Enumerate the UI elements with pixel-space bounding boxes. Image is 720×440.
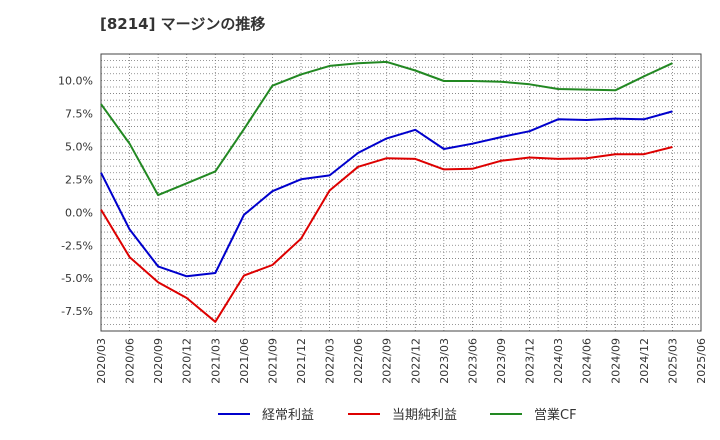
legend-label-ordinary-profit: 経常利益 [262, 408, 314, 423]
y-tick-label: 5.0% [65, 140, 93, 153]
plot-frame [100, 53, 702, 332]
chart-title: [8214] マージンの推移 [100, 15, 266, 33]
y-tick-label: 2.5% [65, 173, 93, 186]
series-line-ordinary-profit [100, 110, 673, 278]
y-tick-label: -5.0% [61, 272, 93, 285]
legend-label-operating-cf: 営業CF [534, 407, 577, 423]
x-tick-label: 2020/06 [124, 338, 137, 384]
x-tick-label: 2020/03 [95, 338, 108, 384]
x-tick-label: 2022/09 [381, 338, 394, 384]
y-tick-label: -7.5% [61, 305, 93, 318]
x-tick-label: 2023/09 [495, 338, 508, 384]
x-axis-ticks: 2020/03 2020/06 2020/09 2020/12 2021/03 2021/… [95, 338, 708, 384]
y-axis-ticks: 10.0% 7.5% 5.0% 2.5% 0.0% -2.5% -5.0% -7.5% [58, 74, 93, 318]
x-tick-label: 2025/06 [695, 338, 708, 384]
x-tick-label: 2023/06 [466, 338, 479, 384]
x-tick-label: 2021/12 [295, 338, 308, 384]
x-tick-label: 2022/03 [324, 338, 337, 384]
x-tick-label: 2024/03 [552, 338, 565, 384]
x-tick-label: 2020/09 [152, 338, 165, 384]
y-tick-label: 7.5% [65, 107, 93, 120]
x-tick-label: 2021/03 [209, 338, 222, 384]
legend-label-net-profit: 当期純利益 [392, 408, 457, 423]
series-line-operating-cf [100, 60, 673, 197]
x-tick-label: 2021/09 [266, 338, 279, 384]
x-tick-label: 2025/03 [666, 338, 679, 384]
x-tick-label: 2024/09 [609, 338, 622, 384]
grid-lines [101, 54, 701, 331]
x-tick-label: 2022/12 [409, 338, 422, 384]
y-tick-label: 0.0% [65, 206, 93, 219]
x-tick-label: 2024/06 [581, 338, 594, 384]
x-tick-label: 2024/12 [638, 338, 651, 384]
y-tick-label: -2.5% [61, 239, 93, 252]
legend: 経常利益 当期純利益 営業CF [218, 407, 577, 423]
x-tick-label: 2022/06 [352, 338, 365, 384]
y-tick-label: 10.0% [58, 74, 93, 87]
x-tick-label: 2021/06 [238, 338, 251, 384]
series-line-net-profit [100, 146, 673, 323]
x-tick-label: 2023/12 [524, 338, 537, 384]
series-layer [100, 60, 673, 323]
x-tick-label: 2020/12 [181, 338, 194, 384]
x-tick-label: 2023/03 [438, 338, 451, 384]
